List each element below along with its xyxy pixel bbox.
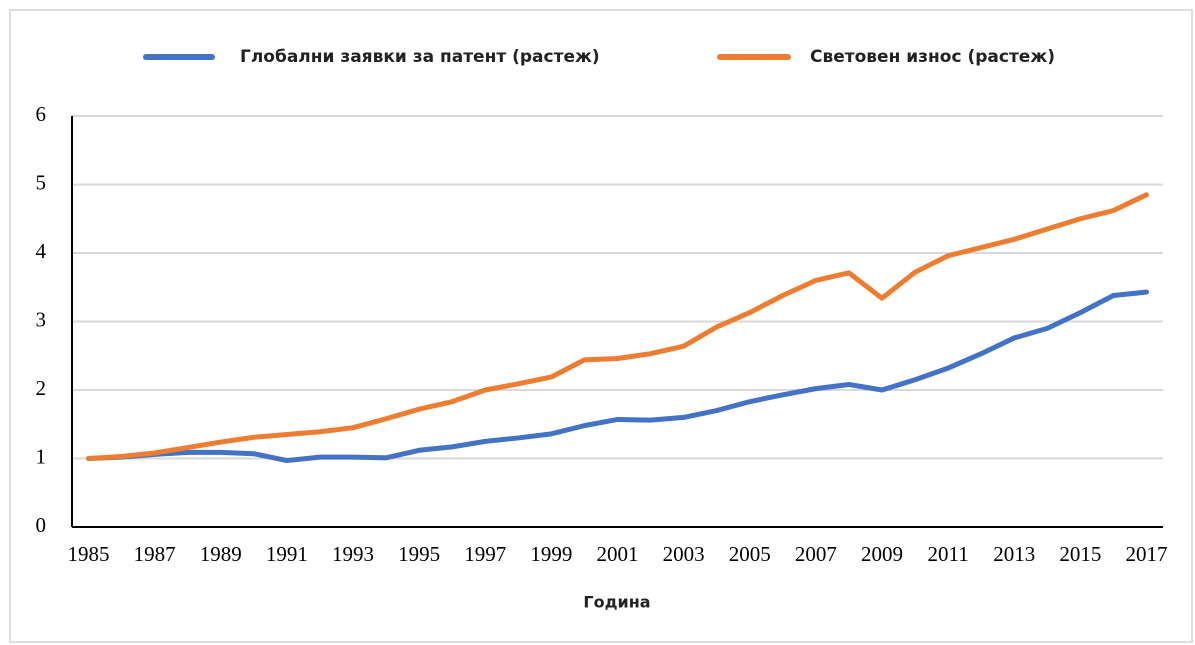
y-tick-label: 4: [36, 239, 47, 263]
series-line: [86, 289, 1149, 464]
x-tick-label: 2003: [663, 542, 705, 566]
series-line: [86, 192, 1149, 461]
x-tick-label: 2011: [927, 542, 968, 566]
legend-label: Световен износ (растеж): [810, 47, 1055, 67]
x-tick-label: 1991: [266, 542, 308, 566]
x-axis-label: Година: [583, 593, 650, 612]
x-tick-label: 2005: [729, 542, 771, 566]
x-tick-label: 2009: [861, 542, 903, 566]
x-tick-label: 1999: [530, 542, 572, 566]
y-tick-label: 6: [36, 102, 47, 126]
x-tick-label: 2007: [795, 542, 837, 566]
y-tick-label: 2: [36, 376, 47, 400]
y-tick-label: 1: [36, 444, 47, 468]
x-tick-label: 2015: [1059, 542, 1101, 566]
x-tick-label: 1985: [68, 542, 110, 566]
x-tick-label: 1995: [398, 542, 440, 566]
x-tick-label: 2017: [1125, 542, 1167, 566]
x-tick-label: 1997: [464, 542, 506, 566]
x-tick-label: 2013: [993, 542, 1035, 566]
x-tick-label: 1987: [134, 542, 176, 566]
y-tick-label: 0: [36, 513, 47, 537]
y-tick-label: 5: [36, 170, 47, 194]
x-tick-label: 2001: [597, 542, 639, 566]
frame: [9, 9, 1193, 643]
legend-label: Глобални заявки за патент (растеж): [240, 47, 600, 67]
x-tick-label: 1993: [332, 542, 374, 566]
x-tick-label: 1989: [200, 542, 242, 566]
y-tick-label: 3: [36, 307, 47, 331]
